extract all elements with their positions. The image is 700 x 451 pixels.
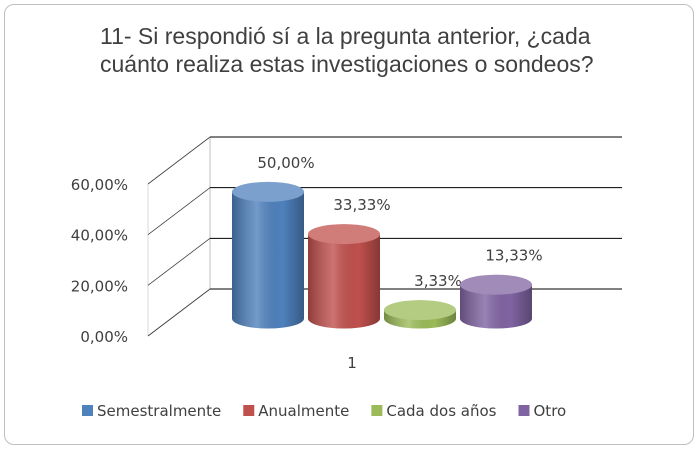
legend-label: Semestralmente bbox=[97, 402, 221, 420]
data-label: 13,33% bbox=[485, 247, 542, 265]
grid-line bbox=[147, 288, 211, 337]
cylinder-shade bbox=[232, 191, 304, 329]
cylinder-top bbox=[232, 181, 304, 202]
data-label: 33,33% bbox=[333, 196, 390, 214]
cylinder bbox=[308, 224, 380, 329]
cylinder bbox=[460, 274, 532, 329]
chart-title: 11- Si respondió sí a la pregunta anteri… bbox=[100, 23, 594, 77]
y-tick-label: 20,00% bbox=[71, 277, 128, 295]
cylinder-top-light bbox=[232, 181, 304, 202]
y-tick-label: 60,00% bbox=[71, 176, 128, 194]
grid-line bbox=[147, 238, 211, 286]
legend-label: Cada dos años bbox=[386, 402, 496, 420]
cylinder bbox=[384, 300, 456, 329]
cylinder-top bbox=[308, 224, 380, 245]
cylinder-shade bbox=[308, 234, 380, 329]
cylinder-top bbox=[460, 274, 532, 295]
data-label: 3,33% bbox=[414, 272, 462, 290]
cylinder-top-light bbox=[308, 224, 380, 245]
data-label: 50,00% bbox=[257, 154, 314, 172]
legend-swatch bbox=[371, 405, 383, 416]
cylinder-top-light bbox=[460, 274, 532, 295]
legend-label: Otro bbox=[534, 402, 567, 420]
cylinder-shade bbox=[460, 284, 532, 329]
chart-frame bbox=[4, 4, 694, 445]
cylinder bbox=[232, 181, 304, 329]
y-tick-label: 0,00% bbox=[80, 328, 128, 346]
legend-swatch bbox=[82, 405, 93, 416]
cylinder-top-light bbox=[384, 300, 456, 321]
cylinder-top bbox=[384, 300, 456, 321]
y-tick-label: 40,00% bbox=[71, 227, 128, 245]
grid-line bbox=[147, 136, 211, 185]
legend-label: Anualmente bbox=[258, 402, 349, 420]
grid-line bbox=[147, 187, 211, 235]
x-tick-label: 1 bbox=[347, 354, 357, 372]
legend-swatch bbox=[243, 405, 255, 416]
legend-swatch bbox=[518, 405, 530, 416]
